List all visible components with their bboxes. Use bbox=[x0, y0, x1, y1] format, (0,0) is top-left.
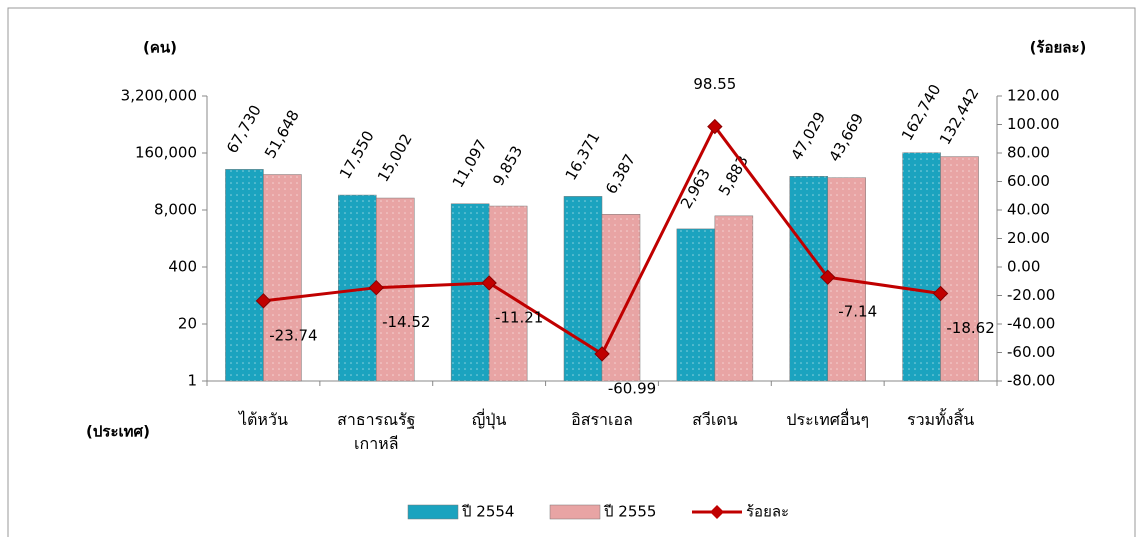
marker bbox=[368, 279, 384, 296]
y2-title: (ร้อยละ) bbox=[1030, 39, 1087, 57]
value-label: -18.62 bbox=[946, 319, 994, 337]
y2-tick-label: 100.00 bbox=[1007, 115, 1060, 133]
value-label: 6,387 bbox=[602, 151, 639, 197]
value-label: -60.99 bbox=[608, 379, 656, 397]
legend-label: ปี 2555 bbox=[603, 503, 656, 521]
value-label: 11,097 bbox=[449, 136, 491, 190]
y2-tick-label: -40.00 bbox=[1007, 315, 1055, 333]
y2-tick-label: -80.00 bbox=[1007, 372, 1055, 390]
marker bbox=[932, 285, 949, 302]
value-label: 5,883 bbox=[715, 152, 752, 198]
value-label: -7.14 bbox=[838, 303, 877, 321]
marker bbox=[594, 346, 610, 362]
legend-swatch bbox=[407, 504, 459, 520]
value-label: 43,669 bbox=[825, 110, 867, 164]
bar-texture bbox=[225, 169, 264, 381]
value-label: 15,002 bbox=[374, 131, 416, 185]
y-tick-label: 400 bbox=[168, 258, 197, 276]
bar-texture bbox=[789, 176, 828, 381]
bar-texture bbox=[602, 214, 640, 381]
value-label: -23.74 bbox=[269, 326, 317, 344]
x-tick-label: สาธารณรัฐเกาหลี bbox=[337, 410, 416, 453]
y2-tick-label: 20.00 bbox=[1007, 229, 1050, 247]
bar-texture bbox=[940, 156, 979, 381]
x-tick-label: อิสราเอล bbox=[571, 410, 633, 429]
legend-label: ปี 2554 bbox=[461, 503, 514, 521]
y-title: (คน) bbox=[143, 39, 177, 57]
x-title: (ประเทศ) bbox=[86, 423, 150, 441]
bar-texture bbox=[714, 215, 753, 381]
y2-tick-label: -20.00 bbox=[1007, 286, 1055, 304]
bar-texture bbox=[676, 228, 715, 381]
y-tick-label: 1 bbox=[187, 372, 197, 390]
value-label: 17,550 bbox=[336, 128, 378, 182]
y2-tick-label: -60.00 bbox=[1007, 343, 1055, 361]
x-tick-label: รวมทั้งสิ้น bbox=[906, 410, 975, 429]
y2-tick-label: 120.00 bbox=[1007, 87, 1060, 105]
x-tick-label: สวีเดน bbox=[692, 410, 738, 429]
value-label: 132,442 bbox=[936, 85, 983, 148]
marker bbox=[707, 118, 723, 135]
x-tick-label: ประเทศอื่นๆ bbox=[786, 410, 870, 429]
marker bbox=[820, 269, 836, 285]
bar-texture bbox=[376, 198, 415, 381]
legend-swatch bbox=[549, 504, 601, 520]
bar-texture bbox=[902, 152, 941, 381]
marker bbox=[255, 293, 272, 309]
y-tick-label: 3,200,000 bbox=[121, 87, 197, 105]
value-label: 51,648 bbox=[261, 107, 303, 161]
bar-texture bbox=[263, 174, 302, 381]
x-tick-label: ไต้หวัน bbox=[238, 410, 288, 429]
bar-texture bbox=[451, 203, 490, 381]
value-label: -11.21 bbox=[495, 308, 543, 326]
value-label: 9,853 bbox=[489, 143, 526, 189]
value-label: 16,371 bbox=[562, 129, 604, 183]
x-tick-label: ญี่ปุ่น bbox=[471, 410, 507, 429]
y2-tick-label: 0.00 bbox=[1007, 258, 1040, 276]
y2-tick-label: 40.00 bbox=[1007, 201, 1050, 219]
y-tick-label: 8,000 bbox=[154, 201, 197, 219]
value-label: 98.55 bbox=[693, 75, 736, 93]
y-tick-label: 20 bbox=[178, 315, 197, 333]
y2-tick-label: 80.00 bbox=[1007, 144, 1050, 162]
legend-label: ร้อยละ bbox=[746, 503, 789, 521]
y2-tick-label: 60.00 bbox=[1007, 172, 1050, 190]
y-tick-label: 160,000 bbox=[135, 144, 197, 162]
value-label: 67,730 bbox=[223, 102, 265, 156]
value-label: -14.52 bbox=[382, 313, 430, 331]
value-label: 47,029 bbox=[787, 109, 829, 163]
legend-marker bbox=[710, 505, 724, 519]
marker bbox=[481, 275, 497, 291]
frame bbox=[7, 7, 1136, 537]
